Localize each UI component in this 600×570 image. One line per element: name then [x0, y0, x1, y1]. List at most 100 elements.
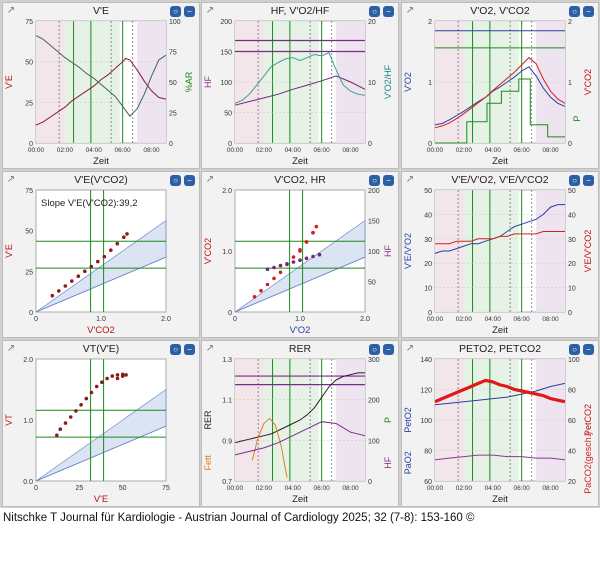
y-right-tick-label: 150: [368, 219, 380, 226]
x-tick-label: 0: [34, 316, 38, 323]
magnifier-icon[interactable]: ○: [170, 6, 181, 17]
magnifier-icon[interactable]: ○: [569, 175, 580, 186]
data-point: [317, 252, 322, 257]
magnifier-icon[interactable]: ○: [170, 175, 181, 186]
minus-icon[interactable]: −: [583, 175, 594, 186]
x-tick-label: 04:00: [485, 147, 502, 154]
data-point: [272, 276, 276, 281]
y-right-tick-label: 20: [368, 19, 376, 26]
minus-icon[interactable]: −: [184, 175, 195, 186]
chart-panel-vo2vco2: ↗ ○ − V'O2, V'CO2 00:00 02:00 04:00 06:00 08:00 Z…: [401, 2, 599, 169]
expand-corner-icon[interactable]: ↗: [405, 5, 415, 16]
magnifier-icon[interactable]: ○: [369, 175, 380, 186]
x-tick-label: 02:00: [456, 147, 473, 154]
y-right-tick-label: 300: [368, 357, 380, 364]
y-tick-label: 0.7: [222, 479, 232, 486]
magnifier-icon[interactable]: ○: [369, 344, 380, 355]
data-point: [105, 376, 109, 381]
expand-corner-icon[interactable]: ↗: [405, 174, 415, 185]
figure-caption: Nitschke T Journal für Kardiologie - Aus…: [3, 512, 475, 524]
x-tick-label: 00:00: [28, 147, 45, 154]
phase-recovery: [137, 21, 166, 143]
data-point: [122, 235, 126, 239]
y-tick-label: 0: [29, 310, 33, 317]
magnifier-icon[interactable]: ○: [170, 344, 181, 355]
expand-corner-icon[interactable]: ↗: [6, 174, 16, 185]
x-tick-label: 06:00: [514, 485, 531, 492]
y-tick-label: 20: [424, 261, 432, 268]
series-line-petco2: [434, 378, 566, 404]
x-tick-label: 00:00: [227, 485, 244, 492]
x-axis-label: Zeit: [292, 494, 308, 505]
identity-line: [35, 256, 167, 313]
data-point: [55, 433, 59, 438]
y-right-axis2-label: HF: [383, 456, 393, 468]
data-point: [84, 396, 89, 401]
chart-svg-vtve: 0 25 50 75 V'E 0.0 1.0 2.0 VT: [4, 357, 170, 505]
data-point: [74, 409, 78, 413]
chart-panel-petco2: ↗ ○ − PETO2, PETCO2 00:00 02:00 04:00 06:00 08:0…: [401, 340, 599, 507]
y-right-tick-label: 50: [169, 80, 177, 87]
data-point: [259, 288, 263, 293]
data-point: [83, 269, 87, 274]
identity-line: [234, 256, 366, 313]
chart-panel-vslope: ↗ ○ − V'CO2, HR 0 1.0 2.0 V'O2 0 1.0 2.0 V'CO2 50 100…: [201, 171, 399, 338]
x-tick-label: 02:00: [256, 147, 273, 154]
x-axis-label: Zeit: [492, 156, 508, 167]
minus-icon[interactable]: −: [383, 6, 394, 17]
minus-icon[interactable]: −: [583, 344, 594, 355]
y-tick-label: 50: [25, 229, 33, 236]
y-right-axis-label: %AR: [184, 71, 194, 92]
y-axis-label: PetO2: [403, 407, 413, 433]
minus-icon[interactable]: −: [184, 6, 195, 17]
data-point: [115, 376, 120, 381]
chart-panel-ve: ↗ ○ − V'E 00:00 02:00 04:00 06:00 08:00 Zeit 0 25 50…: [2, 2, 200, 169]
expand-corner-icon[interactable]: ↗: [6, 343, 16, 354]
x-tick-label: 02:00: [456, 485, 473, 492]
identity-line: [35, 425, 167, 482]
y-right-tick-label: 25: [169, 111, 177, 118]
y-tick-label: 100: [420, 418, 432, 425]
minus-icon[interactable]: −: [383, 175, 394, 186]
x-tick-label: 04:00: [285, 485, 302, 492]
data-point: [115, 373, 120, 377]
expand-corner-icon[interactable]: ↗: [205, 174, 215, 185]
x-tick-label: 04:00: [285, 147, 302, 154]
expand-corner-icon[interactable]: ↗: [205, 343, 215, 354]
data-point: [63, 421, 68, 425]
data-point: [94, 384, 99, 389]
expand-corner-icon[interactable]: ↗: [205, 5, 215, 16]
y-right-tick-label: 100: [568, 357, 580, 364]
y-axis-label: V'CO2: [203, 238, 213, 264]
y-tick-label: 30: [424, 237, 432, 244]
y-right-tick-label: 20: [568, 261, 576, 268]
x-tick-label: 08:00: [143, 147, 160, 154]
y-tick-label: 40: [424, 212, 432, 219]
series-line-vco2: [434, 56, 566, 129]
y-tick-label: 150: [220, 50, 232, 57]
y-right-tick-label: 75: [169, 50, 177, 57]
y-tick-label: 200: [220, 19, 232, 26]
data-point: [314, 224, 319, 229]
data-point: [57, 289, 61, 293]
minus-icon[interactable]: −: [383, 344, 394, 355]
data-point: [278, 263, 283, 268]
magnifier-icon[interactable]: ○: [569, 344, 580, 355]
phase-rest: [235, 359, 264, 481]
x-tick-label: 0: [34, 485, 38, 492]
expand-corner-icon[interactable]: ↗: [405, 343, 415, 354]
magnifier-icon[interactable]: ○: [369, 6, 380, 17]
data-point: [96, 259, 100, 264]
y-right-axis-label: V'CO2: [583, 69, 593, 95]
y-right-tick-label: 100: [368, 438, 380, 445]
data-point: [278, 270, 283, 275]
minus-icon[interactable]: −: [583, 6, 594, 17]
expand-corner-icon[interactable]: ↗: [6, 5, 16, 16]
magnifier-icon[interactable]: ○: [569, 6, 580, 17]
minus-icon[interactable]: −: [184, 344, 195, 355]
phase-rest: [36, 21, 65, 143]
chart-title: RER: [288, 343, 312, 355]
x-tick-label: 06:00: [314, 147, 331, 154]
x-tick-label: 02:00: [256, 485, 273, 492]
chart-svg-rer: 00:00 02:00 04:00 06:00 08:00 Zeit 0.7 0.9 1.1 1.…: [203, 357, 393, 505]
